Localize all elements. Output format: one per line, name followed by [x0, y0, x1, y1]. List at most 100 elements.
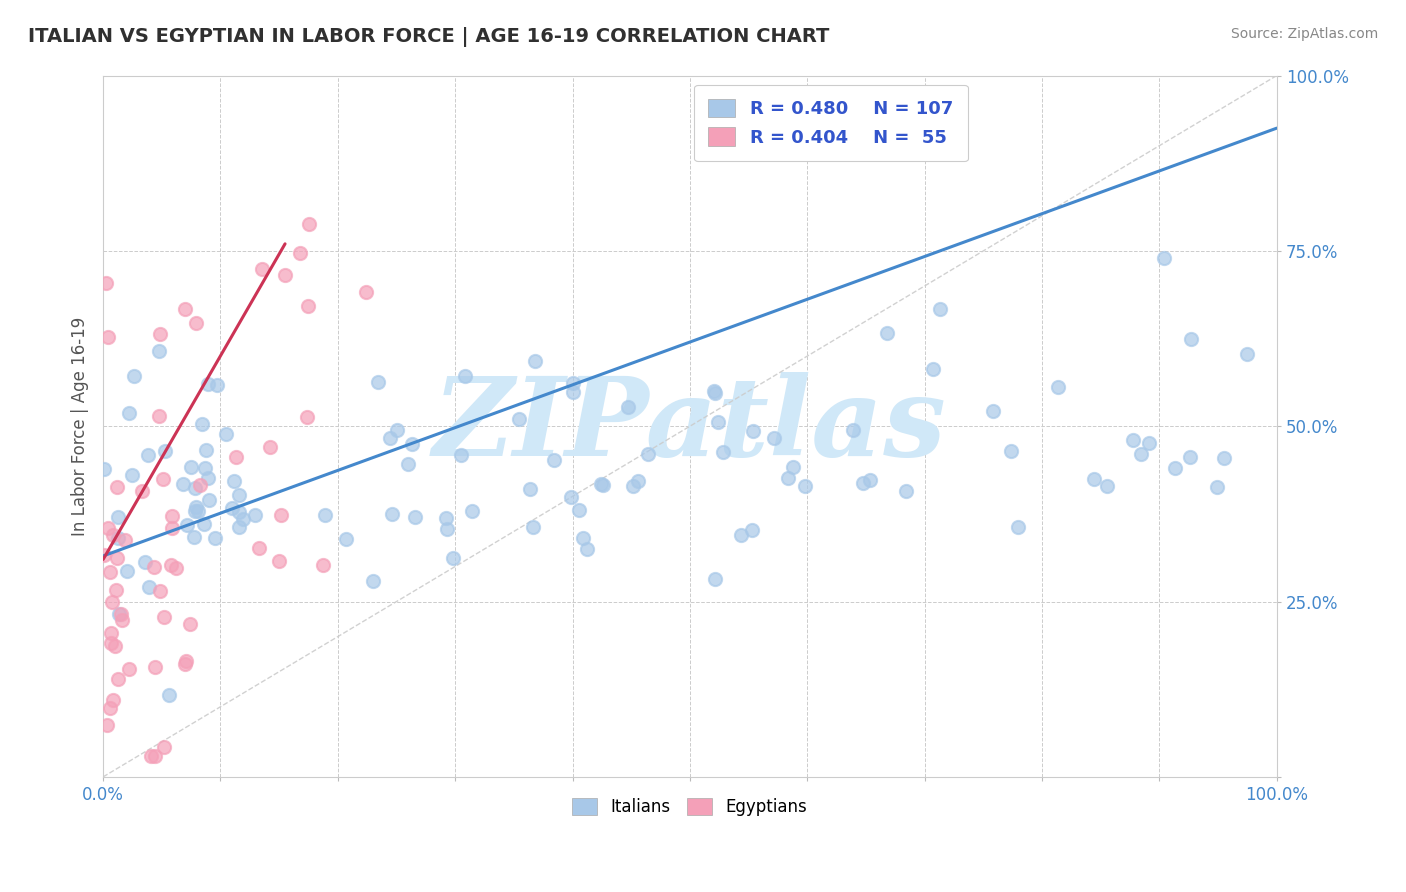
Point [228, 520, 250, 534]
Point [204, 531, 226, 545]
Point [243, 508, 266, 522]
Point [367, 375, 389, 389]
Text: Source: ZipAtlas.com: Source: ZipAtlas.com [1230, 27, 1378, 41]
Point [101, 693, 124, 707]
Point [160, 521, 183, 535]
Point [1180, 450, 1202, 464]
Point [561, 384, 583, 399]
Point [1000, 444, 1022, 458]
Point [105, 479, 128, 493]
Point [148, 344, 170, 359]
Point [776, 471, 799, 485]
Point [160, 509, 183, 524]
Point [361, 574, 384, 588]
Point [225, 450, 247, 465]
Point [298, 217, 321, 231]
Point [107, 510, 129, 524]
Point [232, 512, 254, 526]
Point [385, 423, 408, 437]
Point [179, 617, 201, 632]
Point [131, 484, 153, 499]
Point [100, 565, 122, 579]
Point [194, 443, 217, 458]
Point [221, 501, 243, 516]
Y-axis label: In Labor Force | Age 16-19: In Labor Force | Age 16-19 [72, 317, 89, 536]
Point [259, 440, 281, 454]
Point [524, 354, 547, 368]
Point [381, 507, 404, 521]
Point [730, 528, 752, 542]
Point [110, 607, 132, 621]
Point [852, 476, 875, 491]
Point [762, 431, 785, 445]
Point [100, 626, 122, 640]
Point [153, 740, 176, 755]
Legend: Italians, Egyptians: Italians, Egyptians [564, 789, 815, 824]
Point [859, 474, 882, 488]
Point [1130, 447, 1153, 461]
Point [136, 449, 159, 463]
Point [1007, 520, 1029, 534]
Point [627, 475, 650, 489]
Point [153, 444, 176, 458]
Point [876, 326, 898, 340]
Point [197, 471, 219, 485]
Point [104, 640, 127, 654]
Point [94, 276, 117, 290]
Point [138, 580, 160, 594]
Point [100, 636, 122, 650]
Point [153, 610, 176, 624]
Point [100, 595, 122, 609]
Point [149, 326, 172, 341]
Point [197, 377, 219, 392]
Point [896, 483, 918, 498]
Point [267, 554, 290, 568]
Point [115, 564, 138, 578]
Point [187, 504, 209, 518]
Point [111, 613, 134, 627]
Point [107, 531, 129, 545]
Point [703, 572, 725, 586]
Point [143, 748, 166, 763]
Point [165, 560, 187, 574]
Point [623, 479, 645, 493]
Point [97, 330, 120, 344]
Point [194, 461, 217, 475]
Point [454, 369, 477, 384]
Point [711, 445, 734, 459]
Point [1095, 479, 1118, 493]
Point [508, 412, 530, 426]
Point [114, 533, 136, 548]
Point [122, 369, 145, 384]
Point [152, 472, 174, 486]
Point [274, 268, 297, 282]
Point [592, 478, 614, 492]
Point [842, 423, 865, 437]
Text: ZIPatlas: ZIPatlas [433, 373, 946, 480]
Point [1122, 433, 1144, 447]
Point [461, 504, 484, 518]
Text: ITALIAN VS EGYPTIAN IN LABOR FORCE | AGE 16-19 CORRELATION CHART: ITALIAN VS EGYPTIAN IN LABOR FORCE | AGE… [28, 27, 830, 46]
Point [157, 688, 180, 702]
Point [1180, 332, 1202, 346]
Point [270, 508, 292, 522]
Point [250, 262, 273, 277]
Point [562, 376, 585, 390]
Point [782, 459, 804, 474]
Point [184, 316, 207, 330]
Point [176, 518, 198, 533]
Point [180, 459, 202, 474]
Point [172, 477, 194, 491]
Point [174, 301, 197, 316]
Point [707, 415, 730, 429]
Point [928, 302, 950, 317]
Point [434, 511, 457, 525]
Point [184, 481, 207, 495]
Point [184, 504, 207, 518]
Point [404, 509, 426, 524]
Point [1046, 379, 1069, 393]
Point [184, 500, 207, 514]
Point [205, 377, 228, 392]
Point [247, 541, 270, 556]
Point [1083, 472, 1105, 486]
